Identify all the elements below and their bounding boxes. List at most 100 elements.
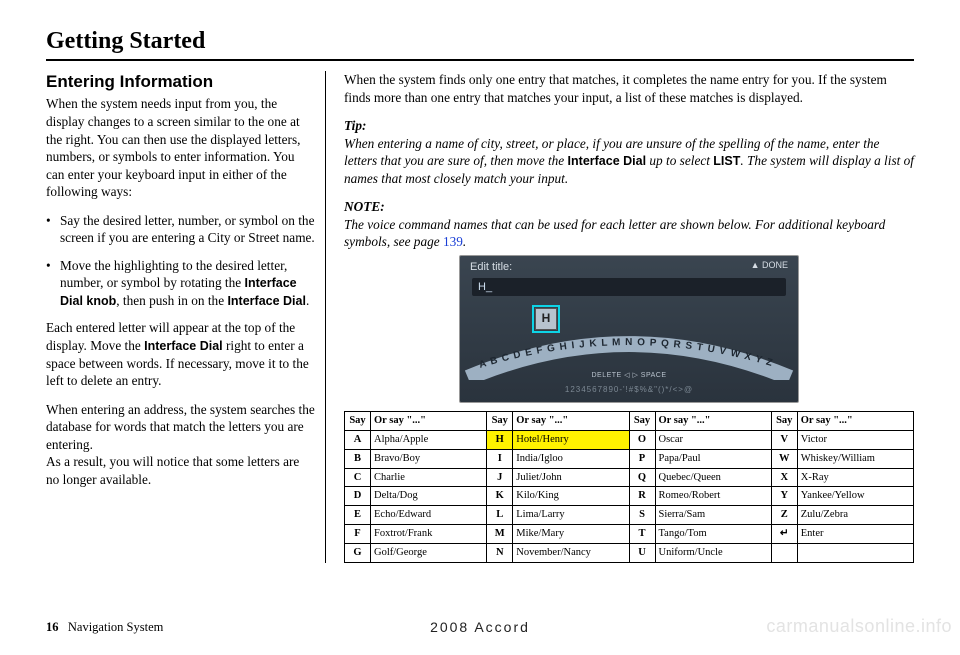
cell-phonetic: Enter bbox=[797, 525, 913, 544]
bullet-2: • Move the highlighting to the desired l… bbox=[46, 257, 315, 310]
watermark: carmanualsonline.info bbox=[766, 616, 952, 637]
ss-done: ▲ DONE bbox=[751, 260, 788, 275]
table-row: FFoxtrot/FrankMMike/MaryTTango/Tom↵Enter bbox=[345, 525, 914, 544]
cell-phonetic: Yankee/Yellow bbox=[797, 487, 913, 506]
cell-phonetic: Echo/Edward bbox=[371, 506, 487, 525]
page-link-139[interactable]: 139 bbox=[443, 234, 463, 249]
cell-letter: N bbox=[487, 543, 513, 562]
cell-phonetic: Juliet/John bbox=[513, 468, 629, 487]
model-year: 2008 Accord bbox=[430, 619, 530, 635]
col-say: Say bbox=[345, 411, 371, 430]
table-header-row: SayOr say "..."SayOr say "..."SayOr say … bbox=[345, 411, 914, 430]
col-say: Say bbox=[771, 411, 797, 430]
cell-phonetic: Mike/Mary bbox=[513, 525, 629, 544]
right-p1: When the system finds only one entry tha… bbox=[344, 71, 914, 106]
cell-phonetic: Tango/Tom bbox=[655, 525, 771, 544]
cell-letter: O bbox=[629, 430, 655, 449]
col-say: Say bbox=[629, 411, 655, 430]
left-p2: Each entered letter will appear at the t… bbox=[46, 319, 315, 389]
cell-letter: E bbox=[345, 506, 371, 525]
col-orsay: Or say "..." bbox=[655, 411, 771, 430]
cell-phonetic: Oscar bbox=[655, 430, 771, 449]
ss-numbers: 1234567890-'!#$%&"()*/<>@ bbox=[460, 385, 798, 396]
cell-phonetic: Zulu/Zebra bbox=[797, 506, 913, 525]
table-row: AAlpha/AppleHHotel/HenryOOscarVVictor bbox=[345, 430, 914, 449]
phonetic-table: SayOr say "..."SayOr say "..."SayOr say … bbox=[344, 411, 914, 563]
cell-phonetic bbox=[797, 543, 913, 562]
chapter-title: Getting Started bbox=[46, 28, 914, 55]
cell-phonetic: Quebec/Queen bbox=[655, 468, 771, 487]
section-heading: Entering Information bbox=[46, 71, 315, 93]
content-columns: Entering Information When the system nee… bbox=[46, 71, 914, 563]
table-row: CCharlieJJuliet/JohnQQuebec/QueenXX-Ray bbox=[345, 468, 914, 487]
table-row: GGolf/GeorgeNNovember/NancyUUniform/Uncl… bbox=[345, 543, 914, 562]
cell-letter: V bbox=[771, 430, 797, 449]
table-row: EEcho/EdwardLLima/LarrySSierra/SamZZulu/… bbox=[345, 506, 914, 525]
cell-letter: M bbox=[487, 525, 513, 544]
cell-phonetic: Foxtrot/Frank bbox=[371, 525, 487, 544]
ss-input: H_ bbox=[472, 278, 786, 296]
page-number: 16 bbox=[46, 620, 59, 634]
cell-letter: B bbox=[345, 449, 371, 468]
tip-label: Tip: bbox=[344, 118, 366, 133]
table-row: DDelta/DogKKilo/KingRRomeo/RobertYYankee… bbox=[345, 487, 914, 506]
table-row: BBravo/BoyIIndia/IglooPPapa/PaulWWhiskey… bbox=[345, 449, 914, 468]
cell-letter: D bbox=[345, 487, 371, 506]
bullet-dot: • bbox=[46, 257, 60, 310]
cell-letter: Z bbox=[771, 506, 797, 525]
page: Getting Started Entering Information Whe… bbox=[0, 0, 960, 563]
cell-phonetic: Delta/Dog bbox=[371, 487, 487, 506]
cell-phonetic: Golf/George bbox=[371, 543, 487, 562]
note-block: NOTE: The voice command names that can b… bbox=[344, 198, 914, 251]
footer: 16 Navigation System bbox=[46, 620, 163, 635]
cell-phonetic: Whiskey/William bbox=[797, 449, 913, 468]
divider bbox=[46, 59, 914, 61]
cell-letter: S bbox=[629, 506, 655, 525]
cell-letter: X bbox=[771, 468, 797, 487]
bullet-dot: • bbox=[46, 212, 60, 247]
cell-letter: R bbox=[629, 487, 655, 506]
cell-letter: P bbox=[629, 449, 655, 468]
cell-phonetic: Charlie bbox=[371, 468, 487, 487]
cell-letter: W bbox=[771, 449, 797, 468]
cell-phonetic: Romeo/Robert bbox=[655, 487, 771, 506]
col-orsay: Or say "..." bbox=[513, 411, 629, 430]
cell-phonetic: Bravo/Boy bbox=[371, 449, 487, 468]
footer-title: Navigation System bbox=[68, 620, 163, 634]
nav-screenshot: Edit title: ▲ DONE H_ H A B C D E F G H … bbox=[459, 255, 799, 403]
left-column: Entering Information When the system nee… bbox=[46, 71, 326, 563]
cell-letter: ↵ bbox=[771, 525, 797, 544]
cell-phonetic: X-Ray bbox=[797, 468, 913, 487]
ss-header: Edit title: ▲ DONE bbox=[460, 260, 798, 275]
ss-key-h: H bbox=[535, 308, 557, 330]
col-say: Say bbox=[487, 411, 513, 430]
tip-block: Tip: When entering a name of city, stree… bbox=[344, 117, 914, 187]
left-p4: As a result, you will notice that some l… bbox=[46, 453, 315, 488]
cell-phonetic: Uniform/Uncle bbox=[655, 543, 771, 562]
cell-letter: H bbox=[487, 430, 513, 449]
cell-phonetic: Kilo/King bbox=[513, 487, 629, 506]
cell-letter: Q bbox=[629, 468, 655, 487]
ss-delete-space: DELETE ◁ ▷ SPACE bbox=[460, 371, 798, 380]
cell-phonetic: Victor bbox=[797, 430, 913, 449]
left-p1: When the system needs input from you, th… bbox=[46, 95, 315, 200]
cell-phonetic: India/Igloo bbox=[513, 449, 629, 468]
cell-letter: T bbox=[629, 525, 655, 544]
bullet-1: • Say the desired letter, number, or sym… bbox=[46, 212, 315, 247]
cell-letter: J bbox=[487, 468, 513, 487]
right-column: When the system finds only one entry tha… bbox=[326, 71, 914, 563]
ss-title: Edit title: bbox=[470, 260, 512, 275]
cell-letter: A bbox=[345, 430, 371, 449]
cell-letter: Y bbox=[771, 487, 797, 506]
cell-letter bbox=[771, 543, 797, 562]
cell-phonetic: Lima/Larry bbox=[513, 506, 629, 525]
enter-icon: ↵ bbox=[780, 527, 789, 539]
bullet-1-text: Say the desired letter, number, or symbo… bbox=[60, 212, 315, 247]
cell-phonetic: Sierra/Sam bbox=[655, 506, 771, 525]
col-orsay: Or say "..." bbox=[371, 411, 487, 430]
cell-phonetic: Alpha/Apple bbox=[371, 430, 487, 449]
col-orsay: Or say "..." bbox=[797, 411, 913, 430]
left-p3: When entering an address, the system sea… bbox=[46, 401, 315, 454]
cell-letter: K bbox=[487, 487, 513, 506]
bullet-2-text: Move the highlighting to the desired let… bbox=[60, 257, 315, 310]
